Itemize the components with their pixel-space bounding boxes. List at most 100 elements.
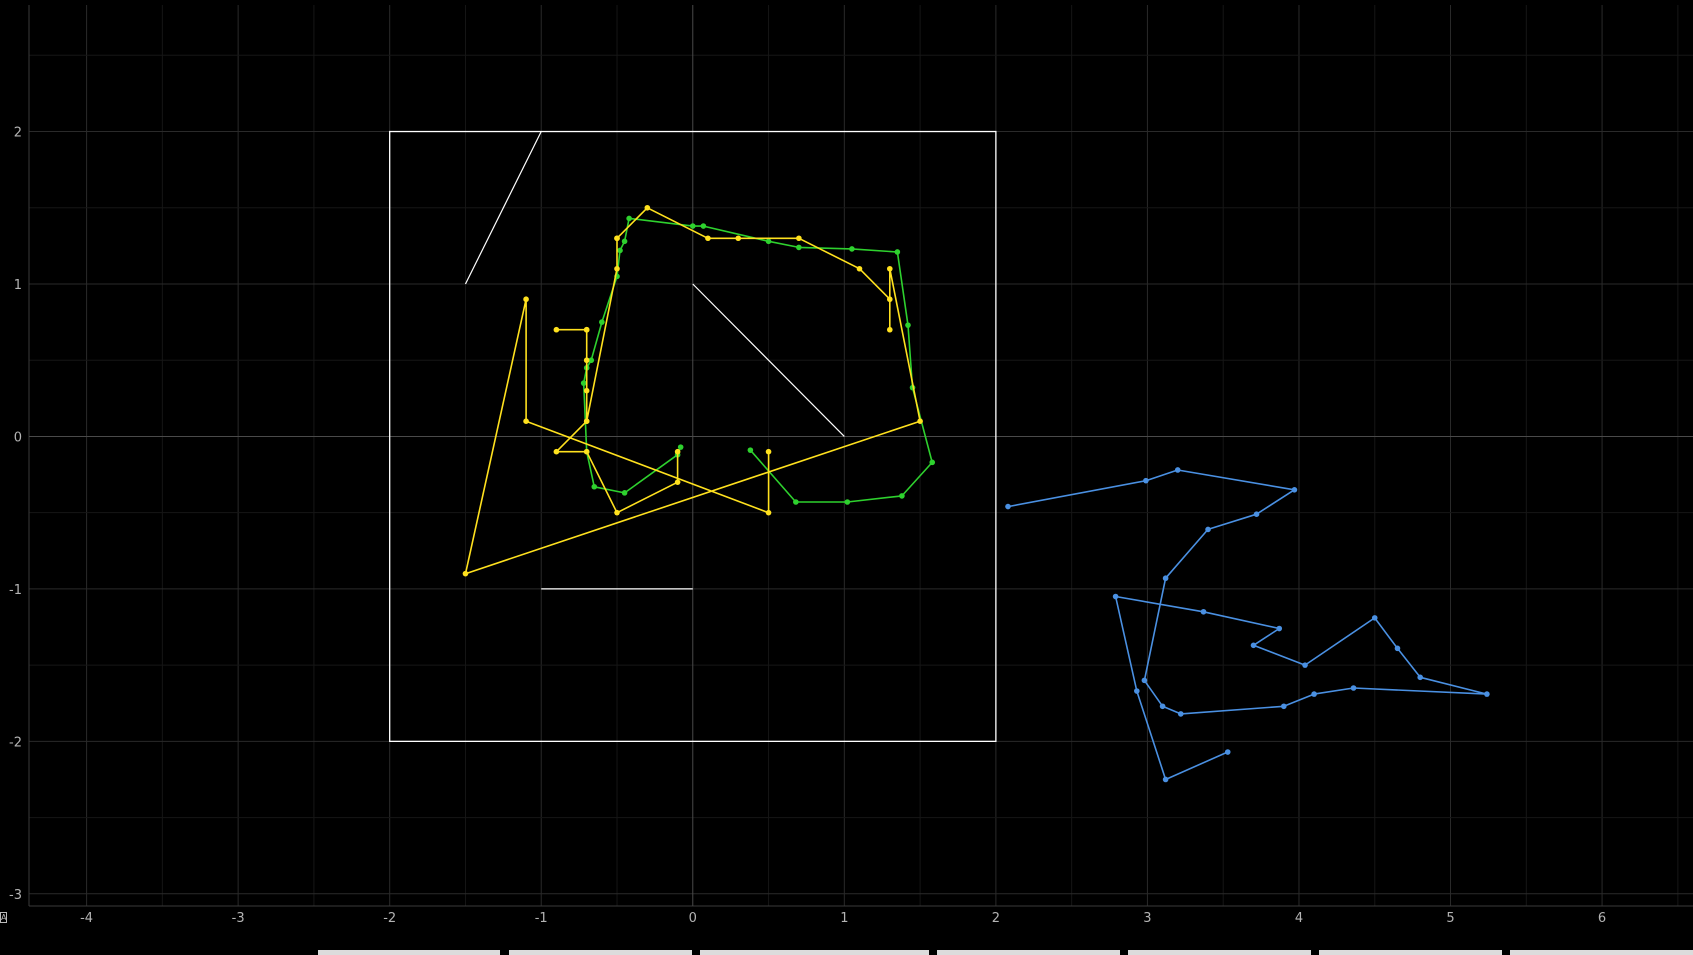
series-point-blue xyxy=(1205,526,1211,533)
series-point-blue xyxy=(1394,645,1401,652)
series-point-yellow xyxy=(523,296,529,303)
series-point-yellow xyxy=(614,509,620,516)
series-point-yellow xyxy=(886,326,893,333)
series-point-green xyxy=(793,499,799,505)
tab-5[interactable] xyxy=(1128,950,1311,955)
x-tick-label: 3 xyxy=(1143,911,1151,926)
series-point-green xyxy=(905,322,911,328)
series-point-yellow xyxy=(674,479,681,485)
series-point-green xyxy=(796,244,802,251)
x-tick-label: 2 xyxy=(992,911,1000,926)
y-tick-label: 2 xyxy=(14,126,22,141)
series-point-green xyxy=(894,249,901,255)
series-point-blue xyxy=(1112,593,1119,600)
series-point-green xyxy=(765,238,772,245)
series-point-blue xyxy=(1200,608,1207,615)
white-segment xyxy=(464,131,542,285)
series-point-blue xyxy=(1134,688,1140,694)
tab-4[interactable] xyxy=(937,950,1120,955)
x-tick-label: 0 xyxy=(689,911,697,926)
text-tool-icon[interactable]: A xyxy=(0,912,7,923)
series-point-blue xyxy=(1162,776,1169,783)
series-point-blue xyxy=(1371,615,1378,621)
series-point-yellow xyxy=(523,418,529,424)
series-point-yellow xyxy=(765,448,772,455)
series-point-blue xyxy=(1417,674,1424,681)
series-point-blue xyxy=(1005,503,1011,510)
series-point-green xyxy=(626,215,632,222)
series-point-yellow xyxy=(583,387,590,394)
series-point-blue xyxy=(1291,487,1298,493)
series-point-yellow xyxy=(644,204,651,211)
series-point-blue xyxy=(1281,703,1287,710)
y-tick-label: 0 xyxy=(14,430,22,445)
series-point-green xyxy=(591,483,598,490)
series-point-green xyxy=(621,238,628,245)
series-point-yellow xyxy=(705,235,711,242)
series-point-yellow xyxy=(796,235,802,242)
tab-7[interactable] xyxy=(1510,950,1693,955)
series-point-green xyxy=(899,493,905,499)
series-point-blue xyxy=(1143,477,1149,484)
series-point-green xyxy=(617,247,623,254)
series-point-green xyxy=(580,380,587,386)
series-point-blue xyxy=(1162,575,1169,582)
x-tick-label: -1 xyxy=(535,911,548,926)
series-point-green xyxy=(621,490,628,496)
bottom-tab-bar xyxy=(0,950,1693,955)
series-point-yellow xyxy=(583,418,590,424)
x-tick-label: -2 xyxy=(383,911,396,926)
tab-6[interactable] xyxy=(1319,950,1502,955)
series-line-blue xyxy=(1007,469,1488,781)
series-point-yellow xyxy=(674,448,681,455)
white-segment xyxy=(692,283,845,437)
series-point-blue xyxy=(1302,662,1308,668)
tab-2[interactable] xyxy=(509,950,692,955)
series-point-yellow xyxy=(614,235,620,242)
series-point-green xyxy=(747,447,754,453)
x-axis-tick-labels: -4 -3 -2 -1 0 1 2 3 4 5 6 xyxy=(80,911,1606,926)
series-point-yellow xyxy=(583,326,590,333)
series-point-blue xyxy=(1350,685,1357,691)
series-point-yellow xyxy=(462,570,469,577)
y-tick-label: -3 xyxy=(9,888,22,903)
series-point-green xyxy=(844,499,851,505)
series-point-yellow xyxy=(856,265,863,272)
series-point-yellow xyxy=(886,265,893,272)
series-point-blue xyxy=(1311,691,1317,697)
series-point-yellow xyxy=(583,357,590,364)
series-point-blue xyxy=(1250,642,1257,649)
x-tick-label: -3 xyxy=(232,911,245,926)
series-point-green xyxy=(677,444,684,450)
tab-1[interactable] xyxy=(318,950,500,955)
series-point-yellow xyxy=(553,326,560,333)
tab-3[interactable] xyxy=(700,950,929,955)
data-series xyxy=(462,204,1490,783)
boundary-rectangle xyxy=(389,130,997,743)
series-point-yellow xyxy=(765,509,772,516)
grid-lines xyxy=(29,5,1693,906)
series-point-green xyxy=(588,357,595,364)
series-point-green xyxy=(929,459,936,466)
series-point-yellow xyxy=(735,235,742,242)
series-point-green xyxy=(599,319,605,325)
y-axis-tick-labels: -3 -2 -1 0 1 2 xyxy=(9,126,22,903)
y-tick-label: -2 xyxy=(9,735,22,750)
series-point-blue xyxy=(1276,625,1283,632)
x-tick-label: 1 xyxy=(840,911,848,926)
series-point-green xyxy=(689,223,696,229)
series-point-blue xyxy=(1484,691,1490,697)
series-point-blue xyxy=(1177,711,1184,717)
series-point-green xyxy=(700,223,707,229)
y-tick-label: 1 xyxy=(14,278,22,293)
series-point-yellow xyxy=(614,265,620,272)
series-point-blue xyxy=(1224,749,1231,755)
series-line-green xyxy=(582,217,934,503)
y-tick-label: -1 xyxy=(9,583,22,598)
series-point-yellow xyxy=(886,296,893,303)
series-line-yellow xyxy=(464,207,921,575)
series-point-yellow xyxy=(553,448,560,455)
series-point-blue xyxy=(1174,467,1181,473)
x-tick-label: -4 xyxy=(80,911,93,926)
